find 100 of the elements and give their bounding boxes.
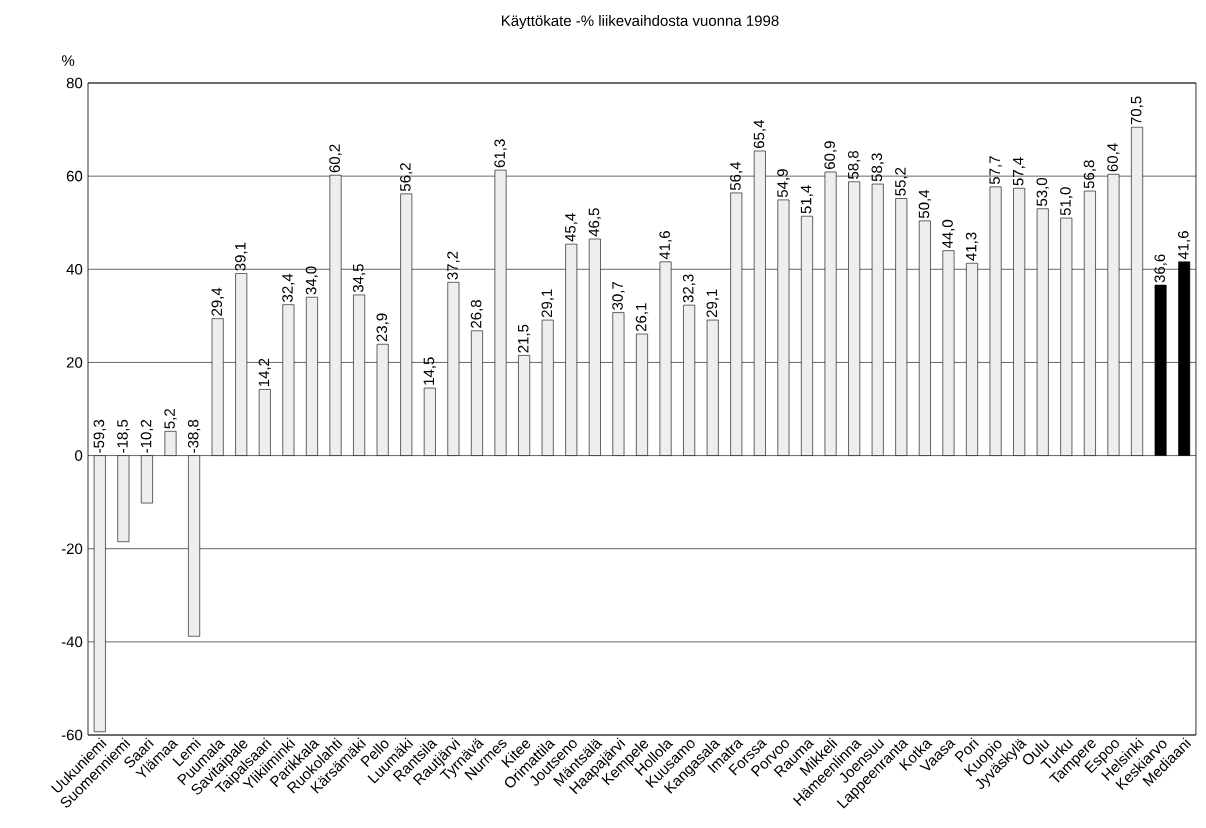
data-label: 54,9 [777, 169, 790, 198]
bar [895, 198, 908, 456]
bar [683, 304, 696, 456]
data-label: 65,4 [753, 120, 767, 149]
data-label: 34,0 [305, 266, 319, 295]
data-label: 53,0 [1036, 177, 1049, 206]
data-label: 60,4 [1107, 143, 1120, 172]
data-label: 29,1 [706, 289, 719, 318]
data-label: 34,5 [352, 264, 366, 293]
bar [777, 199, 790, 456]
data-label: 51,0 [1060, 187, 1073, 216]
bar [588, 238, 601, 456]
data-label: -10,2 [140, 419, 154, 453]
data-label: 29,1 [541, 289, 554, 318]
bar [706, 319, 719, 456]
data-label: 44,0 [942, 219, 955, 249]
data-label: 14,5 [423, 357, 436, 385]
data-label: 70,5 [1130, 96, 1144, 125]
bar [1013, 187, 1026, 456]
bar [636, 333, 648, 456]
y-tick-label: 80 [66, 77, 83, 89]
data-label: 39,1 [235, 242, 248, 271]
y-tick-label: -20 [61, 543, 83, 555]
bar [447, 282, 460, 456]
bar [848, 181, 861, 456]
data-label: 45,4 [565, 213, 578, 242]
data-label: 60,2 [329, 144, 342, 173]
data-label: 51,4 [800, 185, 814, 214]
bar [140, 455, 153, 504]
data-label: 21,5 [517, 324, 531, 353]
bar [966, 262, 978, 456]
bar [305, 296, 318, 456]
bar [423, 387, 436, 456]
bar [1036, 208, 1049, 456]
data-label: -38,8 [187, 419, 201, 453]
data-label: 57,7 [989, 156, 1002, 185]
bar [1107, 173, 1120, 456]
bar [376, 343, 389, 456]
bar [730, 192, 743, 456]
bar [871, 183, 884, 456]
data-label: 37,2 [447, 251, 460, 280]
bar [801, 215, 813, 456]
bar [1083, 190, 1096, 456]
data-label: 56,8 [1083, 160, 1097, 189]
bar [565, 243, 578, 456]
bar [659, 261, 672, 456]
data-label: -59,3 [93, 419, 106, 453]
bar [942, 250, 955, 456]
bar [918, 220, 931, 456]
data-label: 30,7 [612, 281, 625, 310]
y-tick-label: 60 [66, 170, 83, 182]
data-label: 5,2 [164, 409, 177, 429]
bar [235, 273, 248, 456]
bar [164, 431, 177, 456]
data-label: 60,9 [824, 141, 837, 169]
data-label: 41,3 [965, 232, 979, 261]
bar [258, 389, 271, 456]
data-label: 58,8 [847, 151, 861, 179]
data-label: 50,4 [918, 189, 932, 219]
bar [1060, 217, 1073, 456]
data-label: 61,3 [494, 139, 507, 168]
bar [541, 319, 554, 456]
bar [93, 455, 106, 733]
chart-title: Käyttökate -% liikevaihdosta vuonna 1998 [501, 14, 779, 29]
data-label: 29,4 [211, 287, 224, 316]
bar [117, 455, 130, 543]
data-label: 56,2 [400, 163, 413, 192]
bar [400, 193, 413, 456]
data-label: 36,6 [1154, 254, 1167, 283]
y-axis-title: % [62, 55, 75, 66]
bar [211, 318, 224, 456]
data-label: 41,6 [659, 231, 672, 260]
y-tick-label: 20 [66, 357, 83, 368]
bar [1178, 261, 1191, 456]
bar [471, 330, 483, 456]
bar [1154, 284, 1167, 456]
data-label: 55,2 [895, 167, 908, 196]
y-tick-label: -40 [61, 636, 83, 648]
data-label: 32,4 [282, 273, 295, 302]
data-label: 56,4 [730, 161, 743, 191]
bar [353, 294, 366, 456]
bar [824, 171, 837, 456]
y-tick-label: 40 [66, 263, 83, 275]
bar [989, 186, 1002, 456]
data-label: 26,8 [470, 300, 484, 328]
data-label: 26,1 [635, 303, 649, 332]
bar [753, 150, 766, 456]
bar [329, 174, 342, 456]
data-label: 58,3 [871, 153, 884, 182]
data-label: 32,3 [682, 274, 696, 303]
bar [518, 355, 531, 456]
data-label: 41,6 [1177, 231, 1191, 260]
bar [612, 312, 625, 456]
bar [282, 304, 295, 456]
data-label: 14,2 [258, 358, 271, 387]
data-label: 57,4 [1013, 157, 1026, 186]
y-tick-label: 0 [75, 450, 83, 461]
data-label: -18,5 [117, 419, 130, 453]
data-label: 46,5 [588, 208, 602, 237]
bar [1131, 126, 1143, 456]
